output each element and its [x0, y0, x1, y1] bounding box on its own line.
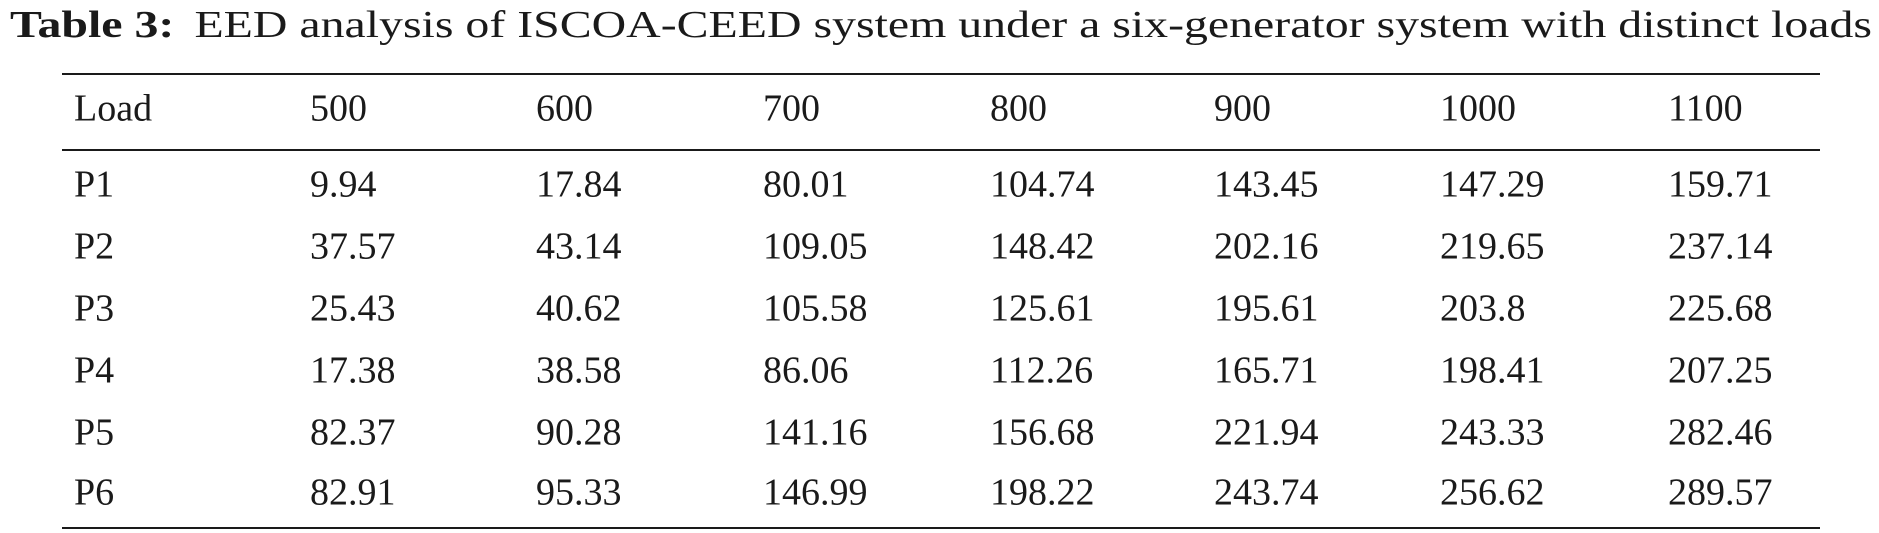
table-cell: 147.29	[1440, 164, 1545, 206]
table-cell: 148.42	[990, 226, 1095, 268]
column-header: 800	[990, 88, 1047, 130]
table-cell: 237.14	[1668, 226, 1773, 268]
caption-text: EED analysis of ISCOA-CEED system under …	[194, 4, 1872, 46]
table-cell: 141.16	[763, 412, 868, 454]
table-cell: 165.71	[1214, 350, 1319, 392]
table-cell: 256.62	[1440, 472, 1545, 514]
table-cell: 198.22	[990, 472, 1095, 514]
column-header: Load	[74, 88, 152, 130]
row-header: P2	[74, 226, 114, 268]
table-cell: 37.57	[310, 226, 396, 268]
table-cell: 243.33	[1440, 412, 1545, 454]
table-cell: 112.26	[990, 350, 1093, 392]
row-header: P4	[74, 350, 114, 392]
column-header: 500	[310, 88, 367, 130]
column-header: 1000	[1440, 88, 1516, 130]
table-cell: 95.33	[536, 472, 622, 514]
table-cell: 243.74	[1214, 472, 1319, 514]
table-cell: 9.94	[310, 164, 377, 206]
table-cell: 159.71	[1668, 164, 1773, 206]
column-header: 900	[1214, 88, 1271, 130]
caption-label: Table 3:	[10, 4, 174, 46]
table-cell: 82.91	[310, 472, 396, 514]
table-cell: 40.62	[536, 288, 622, 330]
column-header: 600	[536, 88, 593, 130]
row-header: P5	[74, 412, 114, 454]
row-header: P1	[74, 164, 114, 206]
table-cell: 43.14	[536, 226, 622, 268]
table-cell: 38.58	[536, 350, 622, 392]
table-cell: 104.74	[990, 164, 1095, 206]
table-cell: 146.99	[763, 472, 868, 514]
row-header: P6	[74, 472, 114, 514]
table-cell: 282.46	[1668, 412, 1773, 454]
table-cell: 203.8	[1440, 288, 1526, 330]
table-cell: 219.65	[1440, 226, 1545, 268]
table-cell: 25.43	[310, 288, 396, 330]
caption: Table 3: EED analysis of ISCOA-CEED syste…	[10, 4, 1872, 46]
table-cell: 125.61	[990, 288, 1095, 330]
table-cell: 207.25	[1668, 350, 1773, 392]
table-cell: 90.28	[536, 412, 622, 454]
table-cell: 156.68	[990, 412, 1095, 454]
table-cell: 143.45	[1214, 164, 1319, 206]
column-header: 700	[763, 88, 820, 130]
table-cell: 225.68	[1668, 288, 1773, 330]
table-cell: 202.16	[1214, 226, 1319, 268]
table-cell: 198.41	[1440, 350, 1545, 392]
row-header: P3	[74, 288, 114, 330]
table-cell: 109.05	[763, 226, 868, 268]
table-cell: 80.01	[763, 164, 849, 206]
table-cell: 17.38	[310, 350, 396, 392]
table-cell: 86.06	[763, 350, 849, 392]
table-cell: 195.61	[1214, 288, 1319, 330]
table-cell: 221.94	[1214, 412, 1319, 454]
column-header: 1100	[1668, 88, 1743, 130]
table-cell: 105.58	[763, 288, 868, 330]
table-cell: 17.84	[536, 164, 622, 206]
table-cell: 289.57	[1668, 472, 1773, 514]
table-cell: 82.37	[310, 412, 396, 454]
